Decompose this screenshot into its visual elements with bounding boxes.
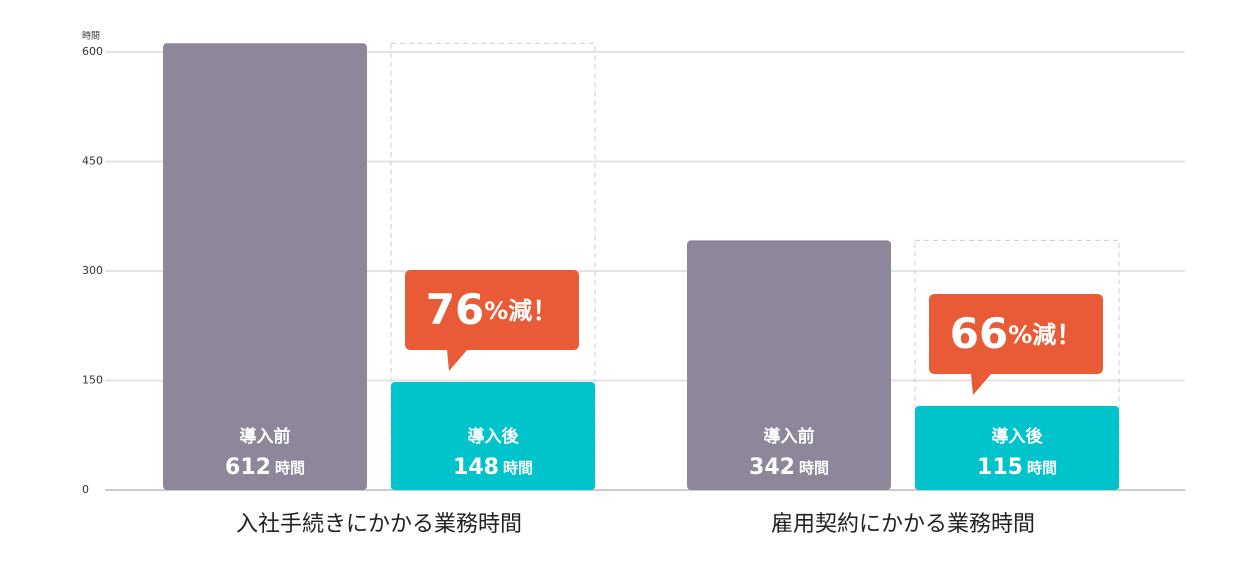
category-label: 雇用契約にかかる業務時間 <box>771 512 1035 537</box>
value-unit: 時間 <box>1027 459 1057 477</box>
callout <box>405 269 579 371</box>
value-label: 342 時間 <box>749 455 829 480</box>
y-tick-label: 150 <box>82 374 103 387</box>
bar <box>391 381 595 490</box>
value-label: 148 時間 <box>453 455 533 480</box>
y-unit: 時間 <box>82 31 100 42</box>
value-label: 115 時間 <box>977 455 1057 480</box>
bar <box>163 43 367 491</box>
bar-series-label: 導入前 <box>240 426 291 447</box>
callout-text: 66%減！ <box>950 309 1083 358</box>
value-number: 342 <box>749 455 795 480</box>
callout-mark: ！ <box>1056 321 1082 351</box>
value-number: 148 <box>453 455 499 480</box>
value-label: 612 時間 <box>225 455 305 480</box>
bar-series-label: 導入後 <box>468 426 520 447</box>
value-number: 612 <box>225 455 271 480</box>
callout-number: 66 <box>950 309 1008 358</box>
reference-outline <box>914 239 1120 491</box>
value-number: 115 <box>977 455 1023 480</box>
callout-suffix: %減 <box>484 297 532 325</box>
y-tick-label: 600 <box>82 45 103 58</box>
bar-series-label: 導入前 <box>764 426 815 447</box>
callout-suffix: %減 <box>1008 321 1056 349</box>
reference-outline <box>390 42 596 491</box>
bar-series-label: 導入後 <box>992 426 1044 447</box>
value-unit: 時間 <box>275 459 305 477</box>
category-label: 入社手続きにかかる業務時間 <box>236 512 522 537</box>
callout <box>929 294 1103 396</box>
value-unit: 時間 <box>503 459 533 477</box>
callout-text: 76%減！ <box>426 284 559 333</box>
y-tick-label: 450 <box>82 155 103 168</box>
callout-mark: ！ <box>532 296 558 326</box>
value-unit: 時間 <box>799 459 829 477</box>
callout-number: 76 <box>426 284 484 333</box>
y-tick-label: 0 <box>82 483 89 496</box>
bar <box>687 240 891 490</box>
bar <box>915 406 1119 490</box>
y-tick-label: 300 <box>82 264 103 277</box>
